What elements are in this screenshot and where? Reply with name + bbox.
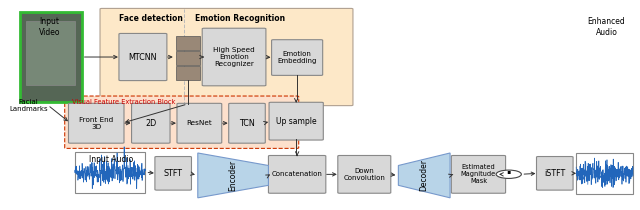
Text: Input
Video: Input Video [39,17,60,37]
FancyBboxPatch shape [65,96,299,148]
Text: Concatenation: Concatenation [272,171,323,177]
FancyBboxPatch shape [177,103,221,143]
FancyBboxPatch shape [20,12,82,102]
Text: iSTFT: iSTFT [544,169,565,178]
Text: TCN: TCN [239,119,255,128]
Text: ·: · [506,165,512,183]
Text: Facial
Landmarks: Facial Landmarks [9,98,47,112]
FancyBboxPatch shape [132,103,170,143]
FancyBboxPatch shape [536,156,573,190]
FancyBboxPatch shape [271,40,323,75]
FancyBboxPatch shape [268,155,326,193]
FancyBboxPatch shape [75,152,145,193]
FancyBboxPatch shape [269,102,323,140]
Polygon shape [198,153,268,198]
Text: ResNet: ResNet [186,120,212,126]
Text: Front End
3D: Front End 3D [79,117,113,130]
Text: High Speed
Emotion
Recognizer: High Speed Emotion Recognizer [213,47,255,67]
FancyBboxPatch shape [119,33,167,81]
FancyBboxPatch shape [155,156,191,190]
Polygon shape [398,153,450,198]
Text: 2D: 2D [145,119,156,128]
FancyBboxPatch shape [451,155,506,193]
FancyBboxPatch shape [176,66,200,80]
Text: Decoder: Decoder [420,159,429,191]
FancyBboxPatch shape [176,51,200,64]
FancyBboxPatch shape [228,103,265,143]
Text: Visual Feature Extraction Block: Visual Feature Extraction Block [72,99,175,105]
FancyBboxPatch shape [26,21,76,85]
Text: Emotion Recognition: Emotion Recognition [195,14,285,23]
Text: MTCNN: MTCNN [129,52,157,62]
FancyBboxPatch shape [68,103,124,143]
FancyBboxPatch shape [176,36,200,50]
Text: Encoder: Encoder [228,160,237,191]
Text: Down
Convolution: Down Convolution [344,168,385,181]
Text: Input Audio: Input Audio [89,155,134,164]
FancyBboxPatch shape [576,153,633,194]
Text: Face detection: Face detection [119,14,183,23]
FancyBboxPatch shape [100,8,353,106]
Text: Emotion
Embedding: Emotion Embedding [278,51,317,64]
FancyBboxPatch shape [202,28,266,86]
Text: Estimated
Magnitude
Mask: Estimated Magnitude Mask [461,164,496,184]
Circle shape [496,170,522,178]
Text: Up sample: Up sample [276,117,317,126]
FancyBboxPatch shape [338,155,391,193]
Text: Enhanced
Audio: Enhanced Audio [588,17,625,37]
Text: STFT: STFT [164,169,182,178]
